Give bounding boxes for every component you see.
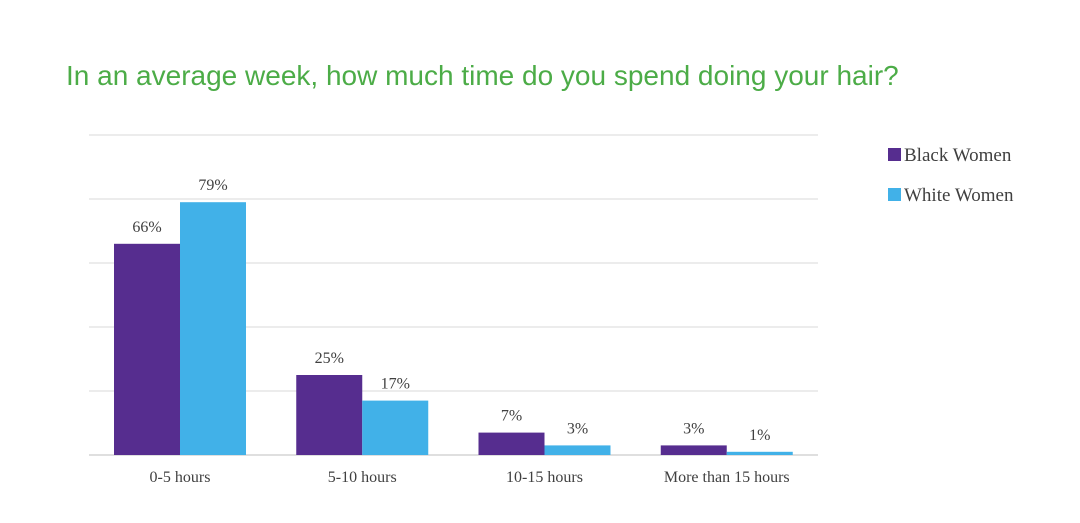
bar-white-women-1 xyxy=(362,400,429,455)
legend-swatch xyxy=(888,188,901,201)
x-tick-label: 5-10 hours xyxy=(328,469,397,486)
data-label: 17% xyxy=(381,376,410,393)
legend-label: Black Women xyxy=(904,145,1012,166)
bar-black-women-2 xyxy=(478,432,545,455)
data-label: 7% xyxy=(501,408,522,425)
data-labels: 66% 79% 25% 17% 7% 3% 3% 1% xyxy=(132,177,770,444)
legend: Black Women White Women xyxy=(888,145,1014,206)
bar-black-women-0 xyxy=(114,243,180,455)
data-label: 1% xyxy=(749,427,770,444)
x-axis-tick-labels: 0-5 hours 5-10 hours 10-15 hours More than … xyxy=(150,469,790,486)
bar-white-women-0 xyxy=(180,202,246,455)
data-label: 79% xyxy=(198,177,227,194)
data-label: 66% xyxy=(132,219,161,236)
legend-swatch xyxy=(888,148,901,161)
chart-title: In an average week, how much time do you… xyxy=(66,60,899,91)
data-label: 3% xyxy=(567,420,588,437)
bar-black-women-3 xyxy=(660,445,727,455)
data-label: 25% xyxy=(315,350,344,367)
bars xyxy=(114,202,793,455)
x-tick-label: 0-5 hours xyxy=(150,469,211,486)
bar-white-women-2 xyxy=(544,445,611,455)
data-label: 3% xyxy=(683,420,704,437)
legend-label: White Women xyxy=(904,185,1014,206)
x-tick-label: 10-15 hours xyxy=(506,469,583,486)
bar-white-women-3 xyxy=(726,451,793,455)
bar-black-women-1 xyxy=(296,375,363,455)
x-tick-label: More than 15 hours xyxy=(664,469,790,486)
